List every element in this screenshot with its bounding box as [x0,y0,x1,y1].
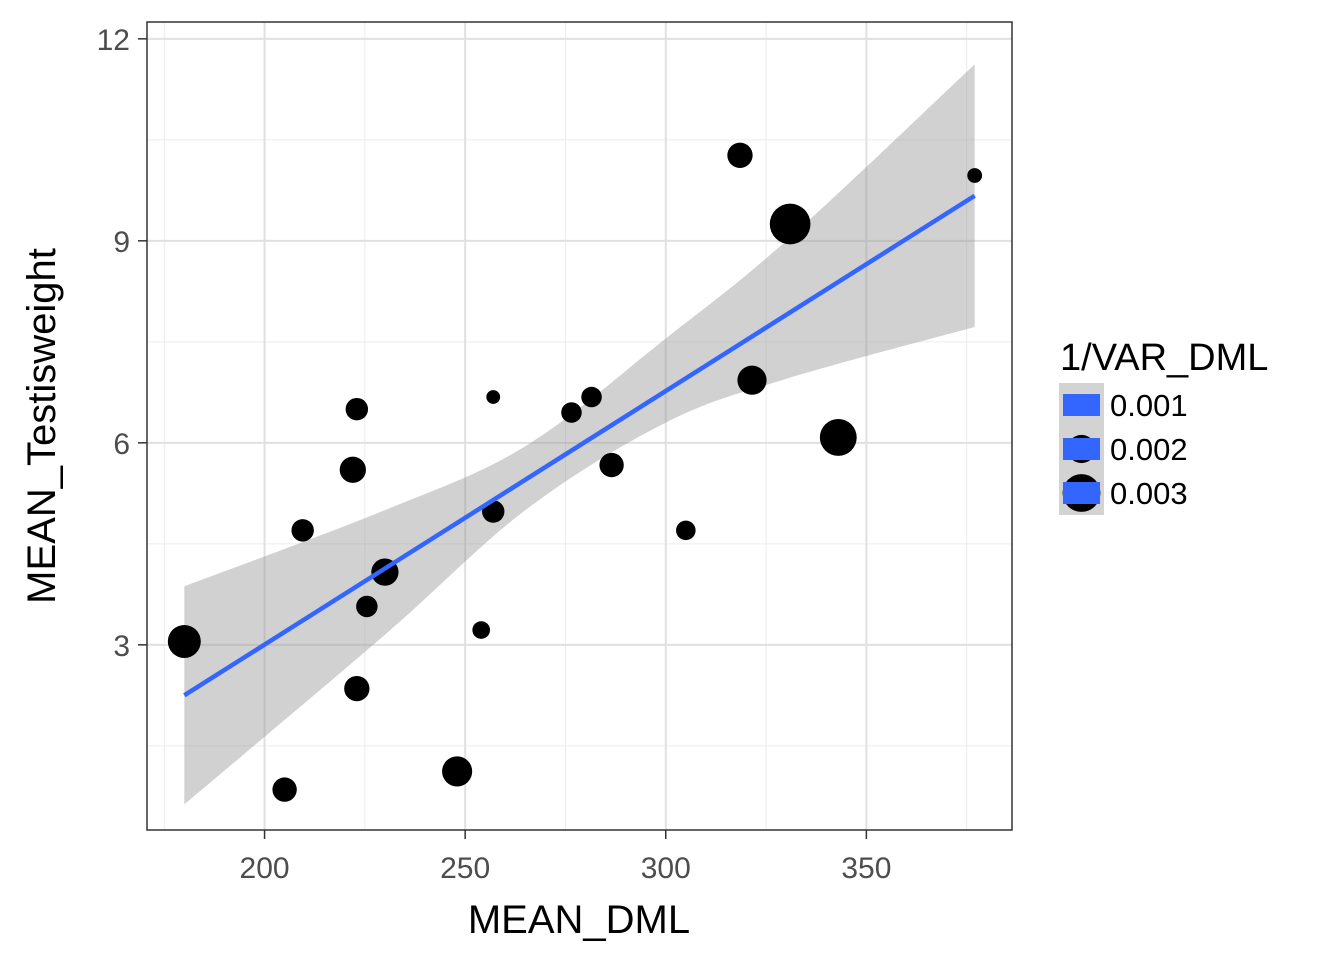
data-point [676,520,696,541]
x-tick-label: 250 [440,852,490,885]
legend-key-line [1063,482,1100,504]
legend: 1/VAR_DML 0.001 0.002 0.003 [1059,337,1268,515]
confidence-band-layer [184,64,975,805]
panel-background [147,22,1012,830]
data-point [967,168,983,183]
data-point [442,756,473,787]
y-axis: 3 6 9 12 [97,24,147,663]
data-point [472,621,491,639]
legend-label: 0.001 [1110,388,1188,423]
x-tick-label: 200 [240,852,290,885]
data-point [599,452,624,478]
legend-title: 1/VAR_DML [1060,337,1268,379]
y-tick-label: 6 [113,428,130,461]
points-layer [167,142,983,802]
y-tick-label: 9 [113,226,130,259]
x-tick-label: 300 [641,852,691,885]
data-point [561,402,582,423]
legend-label: 0.003 [1110,476,1188,511]
regression-line [183,193,976,698]
data-point [291,519,314,542]
y-tick-label: 3 [113,630,130,663]
x-axis: 200 250 300 350 [240,830,891,885]
data-point [345,397,369,421]
y-tick-label: 12 [97,24,130,57]
data-point [819,419,857,456]
data-point [486,390,501,404]
data-point [356,595,378,618]
x-tick-label: 350 [841,852,891,885]
y-axis-title: MEAN_Testisweight [20,248,64,604]
data-point [272,777,297,802]
legend-key-line [1063,394,1100,416]
data-point [737,365,767,395]
confidence-band [184,64,975,805]
data-point [339,456,366,483]
legend-label: 0.002 [1110,432,1188,467]
data-point [344,675,370,702]
regression-line-layer [183,193,976,698]
data-point [769,203,811,245]
panel-border [146,21,1013,831]
legend-key-line [1063,438,1100,460]
data-point [727,142,753,168]
x-axis-title: MEAN_DML [468,898,690,942]
data-point [581,386,602,408]
data-point [167,624,201,658]
grid-lines [147,22,1012,830]
